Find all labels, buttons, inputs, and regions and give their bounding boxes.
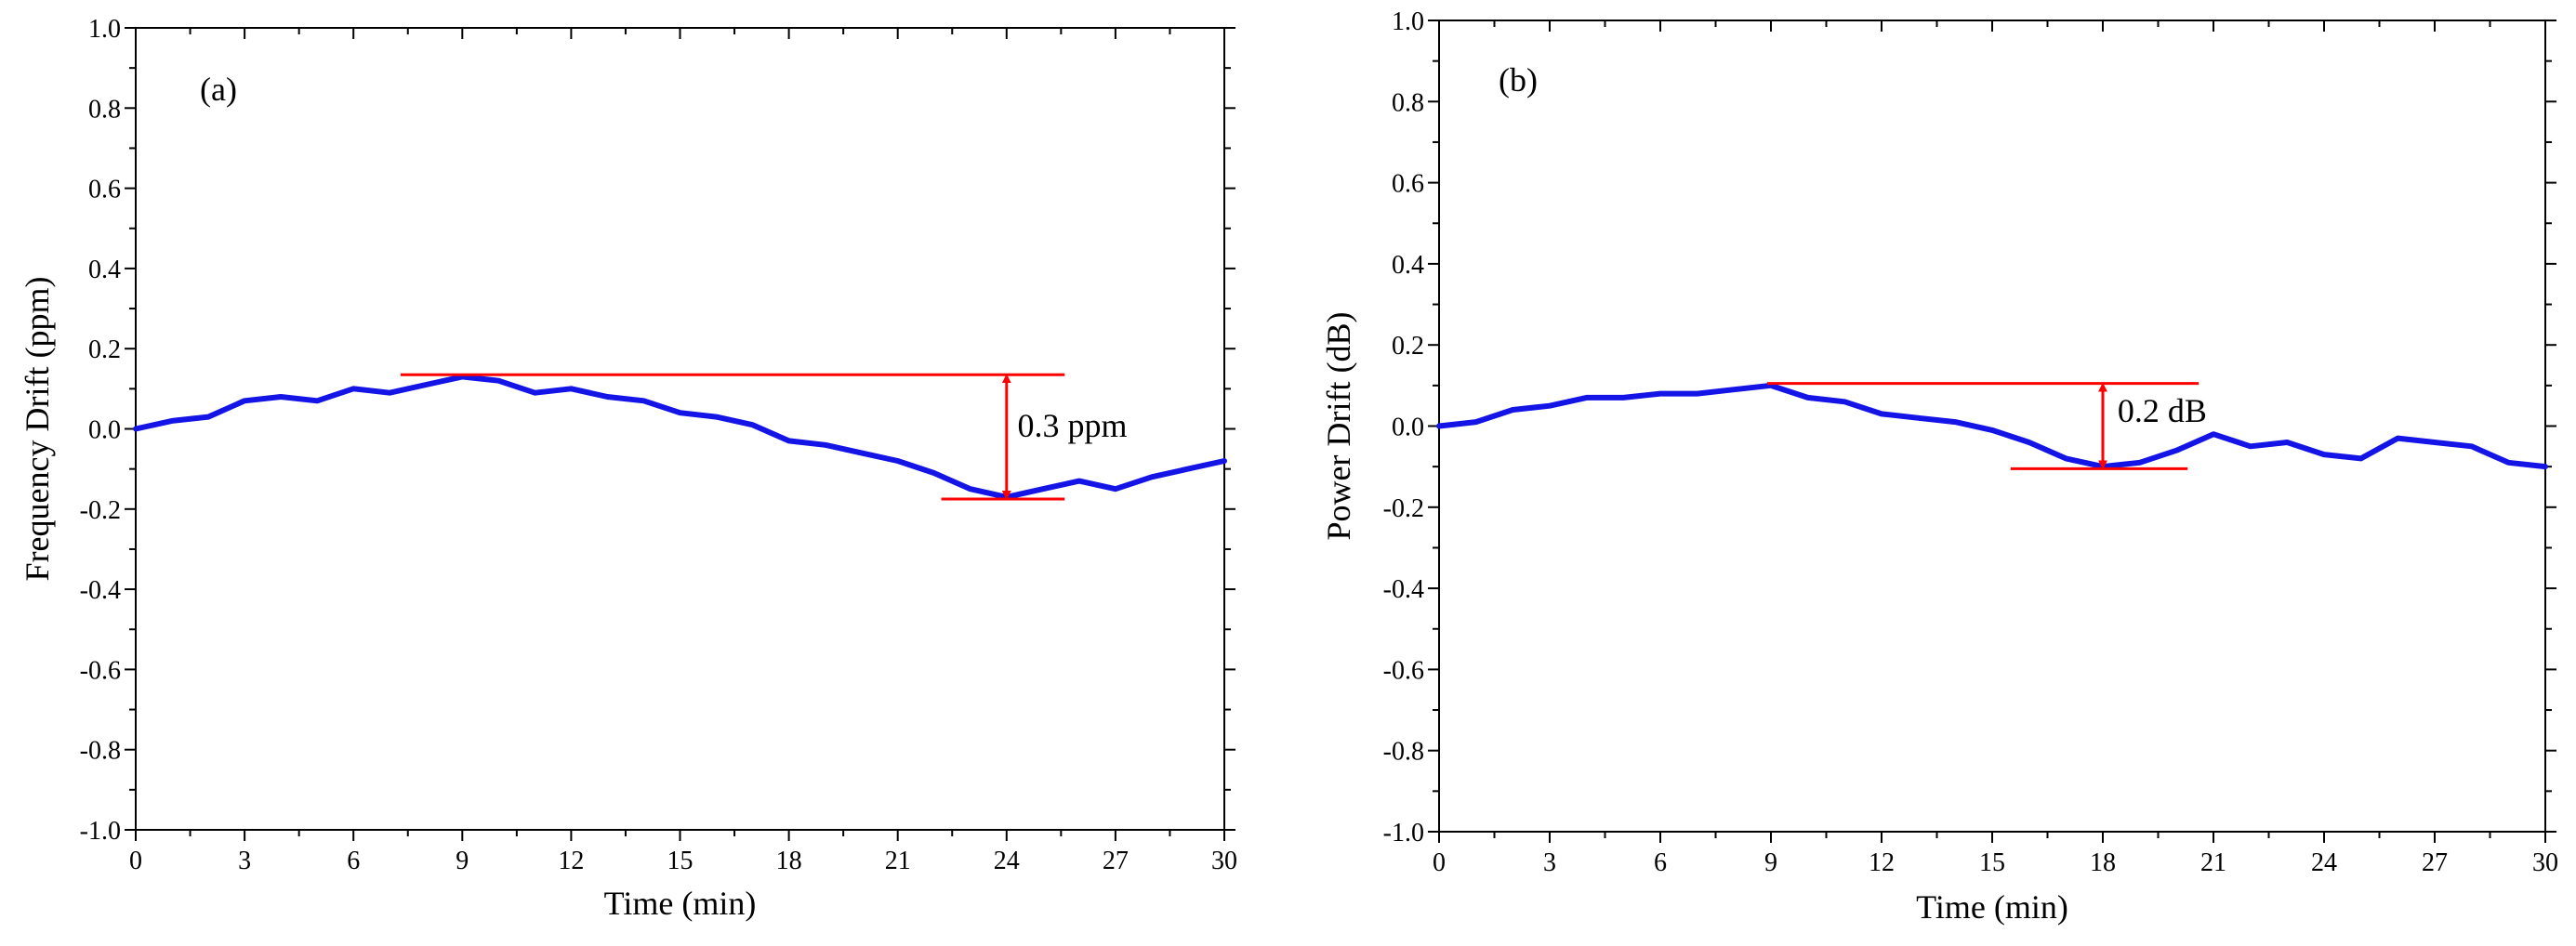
y-tick-label: -0.2 [1383, 494, 1424, 523]
y-axis-title: Power Drift (dB) [1320, 312, 1357, 541]
x-tick-label: 21 [885, 847, 911, 875]
y-tick-label: 0.8 [88, 95, 121, 124]
plot-frame [1438, 20, 2546, 833]
drift-annotation-label: 0.3 ppm [1018, 407, 1128, 444]
x-tick-label: 27 [2422, 848, 2448, 877]
y-tick-label: -0.2 [80, 496, 121, 525]
chart-panel-b: (b) Power Drift (dB) Time (min) 0 3 6 9 … [1320, 7, 2558, 926]
data-series-line [1436, 382, 2548, 470]
y-tick-label: 0.6 [88, 176, 121, 204]
panel-label: (b) [1499, 61, 1538, 99]
data-series-line [133, 374, 1227, 500]
x-tick-label: 24 [994, 847, 1020, 875]
y-tick-label: -0.8 [80, 737, 121, 766]
x-tick-label: 27 [1103, 847, 1129, 875]
y-tick-label: 0.8 [1392, 88, 1424, 117]
y-tick-label: 0.2 [88, 335, 121, 364]
x-tick-label: 30 [1211, 847, 1237, 875]
x-tick-label: 6 [347, 847, 360, 875]
y-tick-label: -1.0 [80, 817, 121, 846]
x-tick-label: 18 [776, 847, 802, 875]
y-tick-label: -0.6 [80, 656, 121, 685]
chart-panel-a: (a) Frequency Drift (ppm) Time (min) 0 3… [19, 15, 1237, 922]
y-tick-label: -0.6 [1383, 656, 1424, 685]
y-tick-label: 0.6 [1392, 170, 1424, 199]
panel-label: (a) [200, 71, 237, 108]
x-tick-label: 0 [1433, 848, 1446, 877]
y-tick-label: -0.8 [1383, 738, 1424, 767]
y-tick-label: 1.0 [88, 15, 121, 44]
y-tick-label: 0.0 [1392, 414, 1424, 442]
x-tick-label: 15 [1979, 848, 2005, 877]
x-tick-label: 9 [456, 847, 469, 875]
x-tick-label: 6 [1654, 848, 1667, 877]
y-tick-label: -0.4 [1383, 575, 1424, 604]
x-tick-labels: 0 3 6 9 12 15 18 21 24 27 30 [129, 847, 1237, 875]
y-tick-label: 0.2 [1392, 332, 1424, 361]
y-tick-label: 0.4 [1392, 251, 1424, 280]
x-tick-label: 30 [2532, 848, 2558, 877]
x-tick-label: 12 [1869, 848, 1895, 877]
y-tick-label: 0.4 [88, 256, 121, 284]
x-tick-label: 3 [1543, 848, 1556, 877]
x-tick-label: 15 [667, 847, 694, 875]
x-tick-label: 0 [129, 847, 142, 875]
y-axis-title: Frequency Drift (ppm) [19, 277, 56, 582]
y-tick-labels: -1.0 -0.8 -0.6 -0.4 -0.2 0.0 0.2 0.4 0.6… [1383, 7, 1424, 847]
y-tick-label: -0.4 [80, 576, 121, 605]
y-tick-label: 0.0 [88, 416, 121, 445]
x-tick-label: 18 [2090, 848, 2116, 877]
y-tick-label: -1.0 [1383, 819, 1424, 847]
x-axis-title: Time (min) [604, 885, 757, 922]
drift-annotation-label: 0.2 dB [2118, 392, 2207, 429]
x-tick-label: 12 [558, 847, 584, 875]
x-tick-label: 21 [2200, 848, 2226, 877]
x-tick-label: 9 [1764, 848, 1777, 877]
x-tick-label: 3 [238, 847, 251, 875]
x-tick-labels: 0 3 6 9 12 15 18 21 24 27 30 [1433, 848, 2558, 877]
x-tick-label: 24 [2311, 848, 2337, 877]
y-tick-labels: -1.0 -0.8 -0.6 -0.4 -0.2 0.0 0.2 0.4 0.6… [80, 15, 121, 846]
y-tick-label: 1.0 [1392, 7, 1424, 36]
x-axis-title: Time (min) [1916, 888, 2068, 926]
